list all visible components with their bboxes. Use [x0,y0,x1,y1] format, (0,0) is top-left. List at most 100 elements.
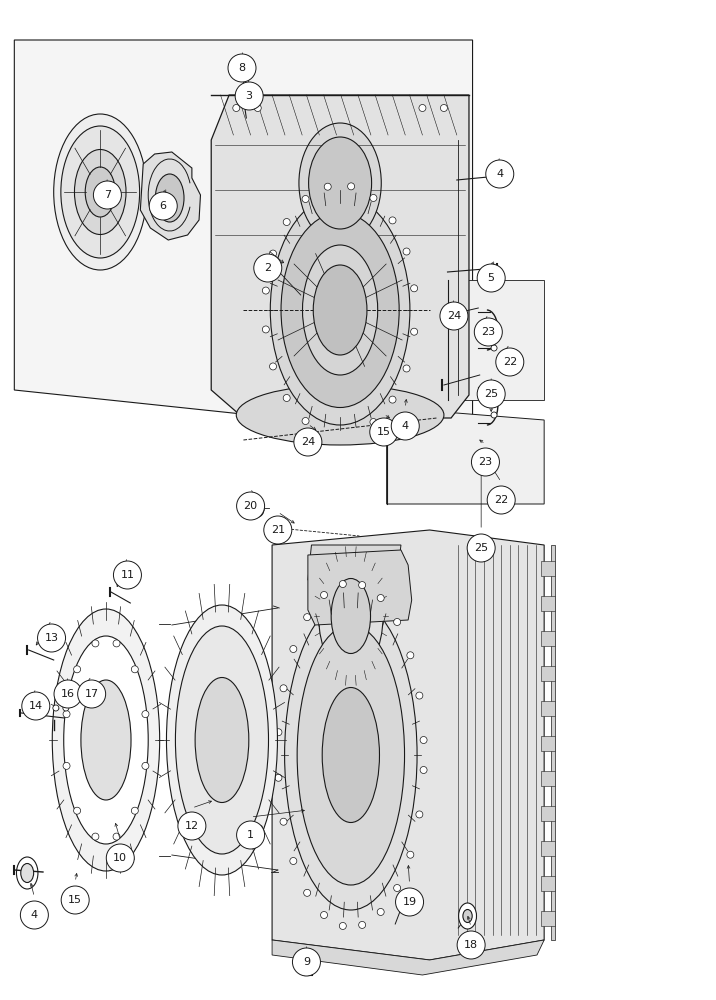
Ellipse shape [166,605,278,875]
Ellipse shape [281,213,400,408]
Text: 21: 21 [271,525,285,535]
Ellipse shape [313,265,367,355]
Text: 22: 22 [494,495,508,505]
Text: 23: 23 [481,327,495,337]
Text: 24: 24 [447,311,461,321]
Ellipse shape [195,678,249,802]
Text: 2: 2 [264,263,271,273]
Circle shape [411,285,417,292]
Circle shape [54,680,82,708]
Circle shape [420,737,427,744]
Text: 6: 6 [160,201,167,211]
Bar [541,736,555,751]
Circle shape [394,618,401,625]
Circle shape [275,729,282,736]
Circle shape [228,54,256,82]
Circle shape [389,217,396,224]
Polygon shape [14,40,473,430]
Polygon shape [387,412,544,504]
Bar [541,911,555,926]
Text: 10: 10 [113,853,127,863]
Polygon shape [308,550,412,625]
Circle shape [262,326,269,333]
Circle shape [347,183,354,190]
Ellipse shape [302,245,378,375]
Circle shape [254,104,261,111]
Ellipse shape [85,167,115,217]
Ellipse shape [270,195,410,425]
Circle shape [370,194,377,201]
Ellipse shape [16,857,38,889]
Bar [541,841,555,856]
Circle shape [477,264,505,292]
Text: 1: 1 [247,830,254,840]
Polygon shape [272,940,544,975]
Circle shape [419,104,426,111]
Circle shape [359,582,366,589]
Circle shape [269,363,276,370]
Circle shape [377,908,384,915]
Text: 4: 4 [402,421,409,431]
Ellipse shape [309,137,372,229]
Circle shape [63,762,70,769]
Ellipse shape [319,556,383,676]
Circle shape [474,318,503,346]
Ellipse shape [463,910,473,923]
Circle shape [394,885,401,892]
Circle shape [339,922,347,929]
Circle shape [280,685,287,692]
Circle shape [74,666,81,673]
Circle shape [131,807,138,814]
Circle shape [304,614,311,621]
Polygon shape [211,95,469,418]
Circle shape [113,640,120,647]
Text: 8: 8 [238,63,246,73]
Circle shape [359,921,366,928]
Circle shape [235,82,263,110]
Circle shape [457,931,485,959]
Circle shape [403,365,410,372]
Ellipse shape [297,625,405,885]
Circle shape [377,595,384,602]
Circle shape [369,418,398,446]
Circle shape [63,705,69,711]
Circle shape [269,250,276,257]
Bar [541,666,555,681]
Circle shape [92,640,99,647]
Circle shape [131,666,138,673]
Circle shape [149,192,178,220]
Text: 14: 14 [29,701,43,711]
Ellipse shape [251,499,264,517]
Text: 17: 17 [84,689,99,699]
Circle shape [495,348,524,376]
Circle shape [321,912,327,919]
Circle shape [53,705,59,711]
Circle shape [416,692,423,699]
Text: 22: 22 [503,357,517,367]
Circle shape [113,833,120,840]
Circle shape [391,412,420,440]
Text: 9: 9 [303,957,310,967]
Text: 15: 15 [377,427,391,437]
Circle shape [74,807,81,814]
Circle shape [302,418,309,425]
Ellipse shape [331,578,371,654]
Circle shape [294,428,322,456]
Circle shape [403,248,410,255]
Text: 16: 16 [61,689,75,699]
Circle shape [420,766,427,773]
Text: 20: 20 [243,501,258,511]
Bar [541,561,555,576]
Circle shape [471,448,500,476]
Bar [541,701,555,716]
Bar [541,631,555,646]
Circle shape [275,774,282,781]
Text: 12: 12 [185,821,199,831]
Circle shape [61,886,90,914]
Circle shape [477,380,505,408]
Circle shape [21,692,50,720]
Text: 23: 23 [478,457,493,467]
Circle shape [411,328,417,335]
Circle shape [37,624,66,652]
Ellipse shape [54,114,147,270]
